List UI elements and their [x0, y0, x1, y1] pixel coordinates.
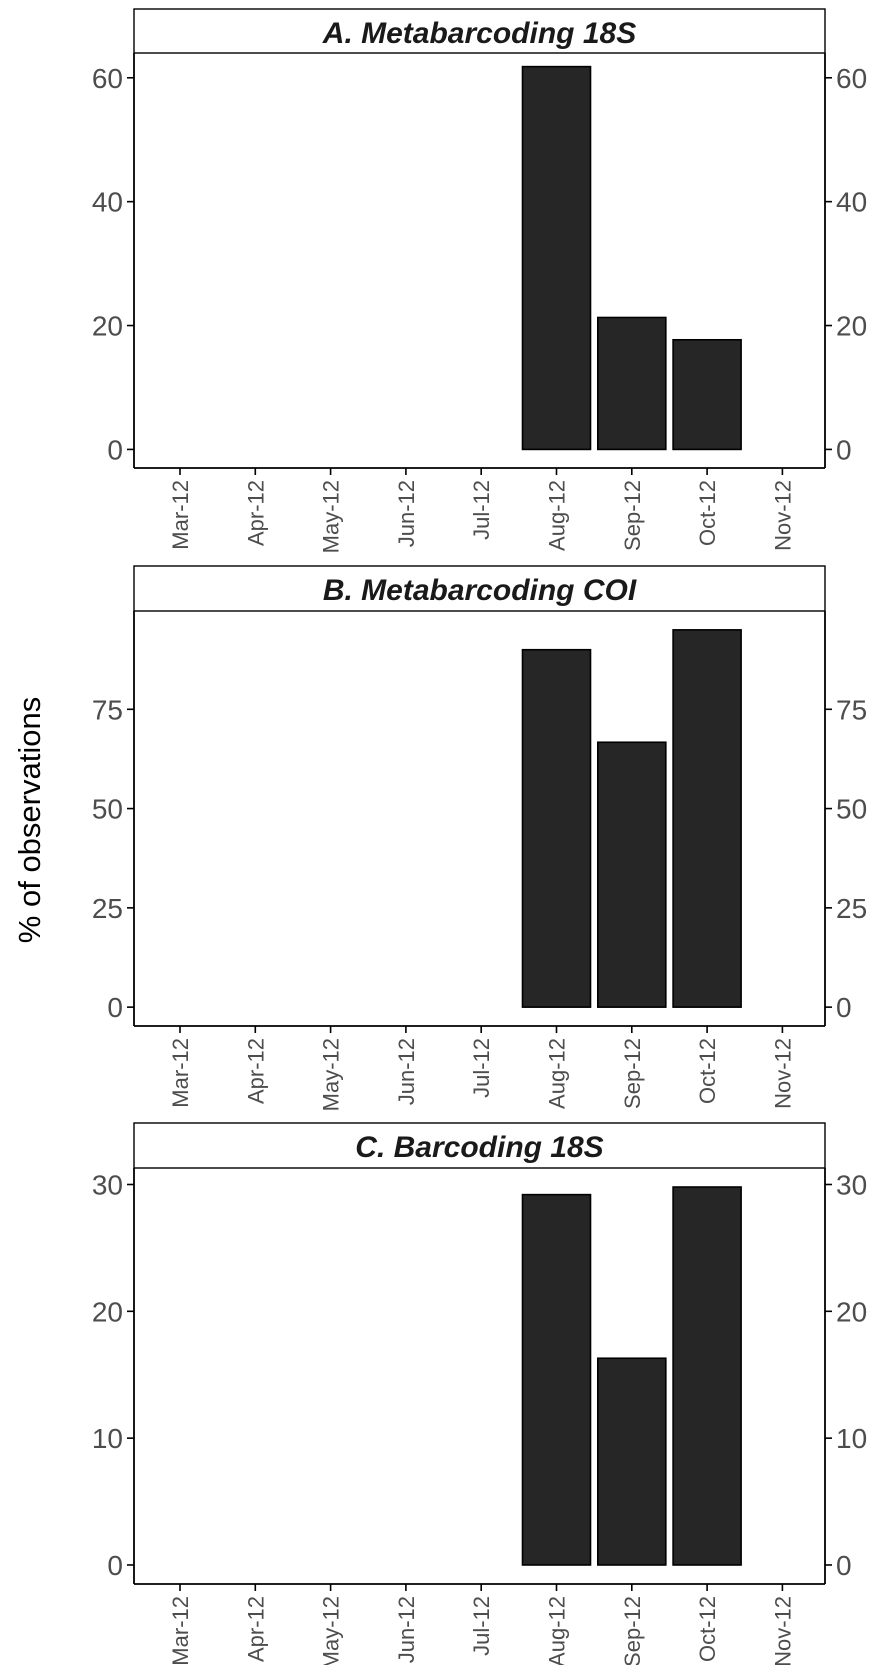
bar-Sep-12 [596, 1357, 667, 1566]
x-tick-label: Apr-12 [243, 1596, 268, 1662]
x-tick-label: May-12 [319, 1038, 344, 1111]
panel-title: C. Barcoding 18S [355, 1131, 603, 1164]
x-tick-label: Mar-12 [168, 1038, 193, 1108]
y-tick-label-right: 10 [836, 1423, 867, 1454]
x-tick-label: Mar-12 [168, 480, 193, 550]
bar-Oct-12 [672, 629, 742, 1008]
x-tick-label: Aug-12 [545, 480, 570, 551]
x-tick-label: Apr-12 [243, 1038, 268, 1104]
y-tick-label-left: 25 [92, 893, 123, 924]
x-tick-label: May-12 [319, 480, 344, 553]
x-tick-label: Jun-12 [394, 1038, 419, 1105]
y-tick-label-left: 75 [92, 694, 123, 725]
bar-Oct-12 [672, 1186, 742, 1566]
y-tick-label-right: 0 [836, 434, 852, 465]
y-tick-label-right: 20 [836, 1296, 867, 1327]
x-tick-label: Oct-12 [695, 480, 720, 546]
x-tick-label: Jul-12 [469, 480, 494, 540]
x-tick-label: Jun-12 [394, 480, 419, 547]
y-tick-label-right: 0 [836, 992, 852, 1023]
x-tick-label: Apr-12 [243, 480, 268, 546]
y-tick-label-left: 60 [92, 63, 123, 94]
panels: A. Metabarcoding 18S 0 0 20 20 40 40 60 60 Mar-12… [92, 8, 867, 1665]
panel-strip [133, 8, 826, 54]
panel-title: A. Metabarcoding 18S [322, 17, 636, 50]
x-tick-label: Oct-12 [695, 1596, 720, 1662]
y-tick-label-right: 75 [836, 694, 867, 725]
y-tick-label-right: 20 [836, 311, 867, 342]
y-tick-label-right: 50 [836, 794, 867, 825]
y-tick-label-left: 20 [92, 1296, 123, 1327]
x-tick-label: Nov-12 [770, 1596, 795, 1665]
x-tick-label: Mar-12 [168, 1596, 193, 1665]
x-tick-label: Sep-12 [620, 480, 645, 551]
y-tick-label-right: 30 [836, 1169, 867, 1200]
x-tick-label: Jul-12 [469, 1596, 494, 1656]
x-tick-label: May-12 [319, 1596, 344, 1665]
y-tick-label-left: 40 [92, 187, 123, 218]
y-tick-label-left: 10 [92, 1423, 123, 1454]
x-tick-label: Nov-12 [770, 480, 795, 551]
x-tick-label: Jun-12 [394, 1596, 419, 1663]
panel-1: B. Metabarcoding COI 0 0 25 25 50 50 75 75 Mar-12… [92, 565, 867, 1111]
bar-Sep-12 [596, 741, 667, 1008]
x-tick-label: Sep-12 [620, 1596, 645, 1665]
y-tick-label-left: 30 [92, 1169, 123, 1200]
panel-title: B. Metabarcoding COI [323, 574, 637, 607]
x-tick-label: Aug-12 [545, 1596, 570, 1665]
bar-Oct-12 [672, 338, 742, 451]
y-tick-label-left: 20 [92, 311, 123, 342]
panel-strip [133, 565, 826, 612]
x-tick-label: Aug-12 [545, 1038, 570, 1109]
y-tick-label-left: 0 [107, 1550, 123, 1581]
y-tick-label-right: 60 [836, 63, 867, 94]
panel-strip [133, 1122, 826, 1169]
y-tick-label-left: 0 [107, 992, 123, 1023]
y-tick-label-right: 0 [836, 1550, 852, 1581]
x-tick-label: Oct-12 [695, 1038, 720, 1104]
y-tick-label-right: 40 [836, 187, 867, 218]
bar-Aug-12 [521, 648, 592, 1008]
y-axis-title: % of observations [12, 697, 47, 943]
x-tick-label: Sep-12 [620, 1038, 645, 1109]
x-tick-label: Jul-12 [469, 1038, 494, 1098]
y-tick-label-left: 0 [107, 434, 123, 465]
y-tick-label-left: 50 [92, 794, 123, 825]
bar-Aug-12 [521, 65, 592, 451]
panel-2: C. Barcoding 18S 0 0 10 10 20 20 30 30 Mar-12 Apr-… [92, 1122, 867, 1665]
bar-Aug-12 [521, 1193, 592, 1566]
panel-0: A. Metabarcoding 18S 0 0 20 20 40 40 60 60 Mar-12… [92, 8, 867, 553]
y-tick-label-right: 25 [836, 893, 867, 924]
x-tick-label: Nov-12 [770, 1038, 795, 1109]
bar-Sep-12 [596, 316, 667, 451]
